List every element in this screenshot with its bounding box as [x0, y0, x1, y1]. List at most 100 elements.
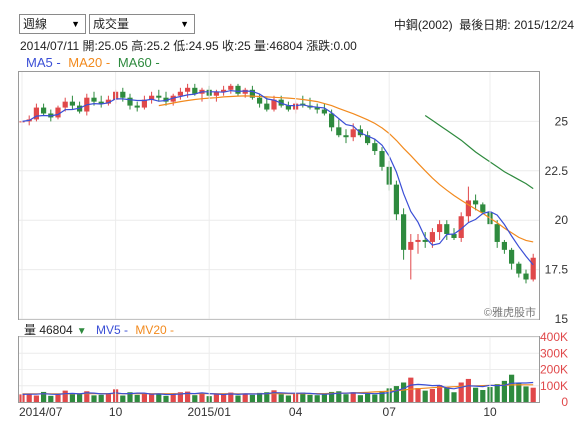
volume-value: 46804: [269, 39, 303, 53]
mv5-line: [21, 381, 534, 396]
candle-body: [285, 105, 291, 110]
volume-bar: [415, 388, 421, 402]
volume-bar: [357, 395, 363, 402]
volume-bars: [19, 374, 536, 402]
volume-bar: [156, 394, 162, 402]
x-tick-label: 2015/01: [188, 405, 232, 419]
candle-body: [98, 101, 104, 104]
candle-body: [509, 249, 515, 264]
quote-line: 2014/07/11 開:25.05 高:25.2 低:24.95 收:25 量…: [20, 37, 357, 54]
candle-body: [415, 239, 421, 242]
volume-bar: [444, 387, 450, 402]
candle-body: [249, 89, 255, 98]
close-value: 25: [237, 39, 251, 53]
volume-bar: [33, 395, 39, 402]
volume-bar: [177, 392, 183, 402]
candle-body: [228, 85, 234, 90]
price-grid: [19, 120, 539, 320]
volume-bar: [278, 394, 284, 402]
ma60-line: [424, 115, 534, 190]
x-tick-label: 10: [109, 405, 123, 419]
volume-bar: [221, 393, 227, 402]
volume-bar: [271, 390, 277, 402]
candle-body: [69, 101, 75, 106]
volume-bar: [91, 395, 97, 402]
volume-bar: [379, 390, 385, 402]
volume-bar: [437, 385, 443, 402]
volume-bar: [242, 393, 248, 402]
volume-bar: [141, 393, 147, 402]
price-y-tick-label: 20: [555, 213, 569, 227]
mv5-legend: MV5 -: [95, 323, 128, 337]
volume-bar: [55, 394, 61, 402]
volume-legend: 量 46804 ▼ MV5 - MV20 -: [24, 321, 178, 338]
quote-date: 2014/07/11: [20, 39, 80, 53]
candle-body: [271, 99, 277, 110]
low-label: 低:: [173, 39, 189, 53]
low-value: 24.95: [188, 39, 219, 53]
candle-body: [55, 107, 61, 118]
candle-body: [257, 97, 263, 104]
open-label: 開:: [82, 39, 98, 53]
candle-body: [134, 105, 140, 108]
candle-body: [473, 200, 479, 205]
indicator-select-value: 成交量: [93, 17, 130, 31]
candle-body: [235, 85, 241, 94]
volume-bar: [134, 394, 140, 402]
volume-bar: [458, 382, 464, 402]
volume-bar: [501, 380, 507, 402]
volume-grid: [19, 336, 539, 387]
volume-bar: [465, 378, 471, 402]
candle-body: [401, 214, 407, 250]
close-label: 收:: [222, 39, 238, 53]
change-value: 0.00: [333, 39, 357, 53]
open-value: 25.05: [97, 39, 128, 53]
volume-bar: [285, 395, 291, 402]
volume-bar: [451, 392, 457, 402]
candle-body: [120, 91, 126, 98]
volume-bar: [127, 392, 133, 402]
candle-body: [444, 224, 450, 235]
change-label: 漲跌:: [306, 39, 334, 53]
last-date-label: 最後日期:: [459, 18, 511, 32]
price-y-axis: 25 22.5 20 17.5 15: [545, 114, 569, 326]
volume-bar: [401, 382, 407, 402]
last-date-value: 2015/12/24: [513, 18, 574, 32]
volume-bar: [149, 394, 155, 402]
candle-body: [62, 101, 68, 108]
candle-body: [437, 224, 443, 233]
volume-bar: [199, 392, 205, 402]
volume-bar: [213, 394, 219, 402]
candle-body: [458, 216, 464, 238]
volume-bar: [321, 394, 327, 402]
candle-body: [451, 234, 457, 238]
candle-body: [314, 107, 320, 110]
volume-bar: [523, 386, 529, 402]
volume-y-tick-label: 300K: [540, 346, 568, 360]
candle-body: [372, 143, 378, 152]
period-select[interactable]: 週線 ▼: [19, 14, 86, 34]
volume-bar: [473, 387, 479, 402]
volume-bar: [516, 382, 522, 402]
volume-bar: [336, 391, 342, 402]
volume-bar: [105, 393, 111, 402]
candlesticks: [19, 83, 536, 284]
indicator-select[interactable]: 成交量 ▼: [89, 14, 195, 34]
ma-legend: MA5 - MA20 - MA60 -: [26, 55, 164, 70]
candle-body: [516, 263, 522, 274]
volume-bar: [393, 386, 399, 402]
volume-bar: [422, 390, 428, 402]
volume-bar: [26, 393, 32, 402]
stock-name: 中鋼(2002): [393, 18, 453, 32]
ma60-legend: MA60 -: [117, 55, 160, 70]
volume-bar: [350, 392, 356, 402]
candle-body: [379, 151, 385, 167]
candle-body: [321, 109, 327, 114]
candle-body: [149, 95, 155, 100]
ma20-legend: MA20 -: [68, 55, 111, 70]
price-y-tick-label: 25: [555, 114, 569, 128]
volume-bar: [98, 394, 104, 402]
x-tick-label: 07: [383, 405, 397, 419]
candle-body: [105, 99, 111, 104]
candle-body: [329, 113, 335, 128]
